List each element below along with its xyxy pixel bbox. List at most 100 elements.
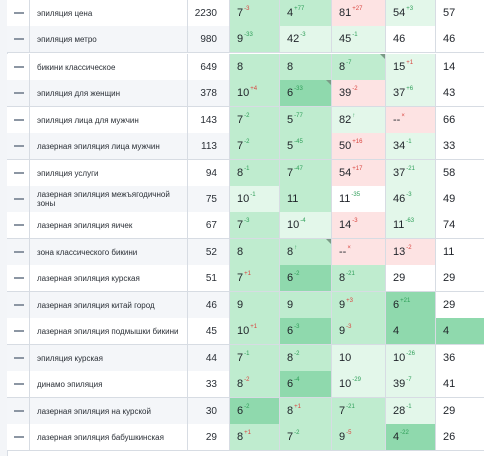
- position-cell[interactable]: 8 ↑: [280, 239, 332, 265]
- position-cell[interactable]: 9: [280, 292, 332, 318]
- remove-keyword-icon[interactable]: [14, 224, 24, 226]
- position-cell[interactable]: 11 -35: [332, 186, 386, 212]
- position-cell[interactable]: 33: [436, 133, 484, 159]
- position-cell[interactable]: 37 +6: [386, 80, 436, 106]
- position-cell[interactable]: 39 -7: [386, 371, 436, 397]
- remove-keyword-icon[interactable]: [14, 145, 24, 147]
- position-cell[interactable]: 6 -3: [280, 318, 332, 344]
- position-cell[interactable]: -- ×: [386, 107, 436, 133]
- remove-keyword-icon[interactable]: [14, 277, 24, 279]
- remove-keyword-icon[interactable]: [14, 119, 24, 121]
- position-cell[interactable]: 5 -45: [280, 133, 332, 159]
- position-cell[interactable]: 37 -21: [386, 160, 436, 186]
- position-cell[interactable]: 49: [436, 186, 484, 212]
- position-cell[interactable]: 15 +1: [386, 54, 436, 80]
- position-cell[interactable]: 10 -26: [386, 345, 436, 371]
- position-cell[interactable]: 28 -1: [386, 398, 436, 424]
- position-cell[interactable]: 6 -2: [280, 265, 332, 291]
- position-cell[interactable]: 4 -22: [386, 424, 436, 450]
- remove-keyword-icon[interactable]: [14, 357, 24, 359]
- remove-keyword-icon[interactable]: [14, 92, 24, 94]
- position-cell[interactable]: 7 -2: [230, 107, 280, 133]
- remove-keyword-icon[interactable]: [14, 330, 24, 332]
- table-row[interactable]: эпиляция услуги 94 8 -1 7 -47 54 +17 37 -21 58: [7, 160, 484, 187]
- position-cell[interactable]: 57: [436, 0, 484, 26]
- position-cell[interactable]: 45 -1: [332, 26, 386, 52]
- remove-keyword-icon[interactable]: [14, 436, 24, 438]
- position-cell[interactable]: 11 -63: [386, 212, 436, 238]
- position-cell[interactable]: -- ×: [332, 239, 386, 265]
- position-cell[interactable]: 9 -33: [230, 26, 280, 52]
- table-row[interactable]: лазерная эпиляция китай город 46 9 9 9 +3 6 +21…: [7, 292, 484, 319]
- position-cell[interactable]: 7 -47: [280, 160, 332, 186]
- position-cell[interactable]: 14: [436, 54, 484, 80]
- position-cell[interactable]: 7 -21: [332, 398, 386, 424]
- position-cell[interactable]: 7 -3: [230, 212, 280, 238]
- table-row[interactable]: эпиляция цена 2230 7 -3 4 +77 81 +27 54 +3 57: [7, 0, 484, 27]
- position-cell[interactable]: 8 -1: [230, 160, 280, 186]
- position-cell[interactable]: 7 -3: [230, 0, 280, 26]
- position-cell[interactable]: 36: [436, 345, 484, 371]
- table-row[interactable]: лазерная эпиляция подмышки бикини 45 10 +1 6…: [7, 318, 484, 345]
- table-row[interactable]: эпиляция для женщин 378 10 +4 6 -33 39 -2 37 +6 43: [7, 80, 484, 107]
- table-row[interactable]: эпиляция метро 980 9 -33 42 -3 45 -1 46 46: [7, 26, 484, 53]
- remove-keyword-icon[interactable]: [14, 172, 24, 174]
- position-cell[interactable]: 7 -1: [230, 345, 280, 371]
- position-cell[interactable]: 5 -77: [280, 107, 332, 133]
- position-cell[interactable]: 41: [436, 371, 484, 397]
- position-cell[interactable]: 10 +4: [230, 80, 280, 106]
- table-row[interactable]: эпиляция лица для мужчин 143 7 -2 5 -77 82 ↑ -- ×…: [7, 107, 484, 134]
- remove-keyword-icon[interactable]: [14, 383, 24, 385]
- position-cell[interactable]: 29: [436, 265, 484, 291]
- position-cell[interactable]: 43: [436, 80, 484, 106]
- position-cell[interactable]: 29: [386, 265, 436, 291]
- position-cell[interactable]: 8 +1: [230, 424, 280, 450]
- position-cell[interactable]: 9 -5: [332, 424, 386, 450]
- position-cell[interactable]: 9 -3: [332, 318, 386, 344]
- position-cell[interactable]: 39 -2: [332, 80, 386, 106]
- position-cell[interactable]: 8: [280, 54, 332, 80]
- position-cell[interactable]: 74: [436, 212, 484, 238]
- position-cell[interactable]: 81 +27: [332, 0, 386, 26]
- table-row[interactable]: лазерная эпиляция яичек 67 7 -3 10 -4 14 -3 11 -6…: [7, 212, 484, 239]
- position-cell[interactable]: 26: [436, 424, 484, 450]
- position-cell[interactable]: 7 -2: [280, 424, 332, 450]
- position-cell[interactable]: 29: [436, 292, 484, 318]
- position-cell[interactable]: 13 -2: [386, 239, 436, 265]
- position-cell[interactable]: 4 +77: [280, 0, 332, 26]
- table-row[interactable]: динамо эпиляция 33 8 -2 6 -4 10 -29 39 -7 41: [7, 371, 484, 398]
- position-cell[interactable]: 8 -7: [332, 54, 386, 80]
- position-cell[interactable]: 7 +1: [230, 265, 280, 291]
- position-cell[interactable]: 4: [386, 318, 436, 344]
- position-cell[interactable]: 10 -29: [332, 371, 386, 397]
- position-cell[interactable]: 34 -1: [386, 133, 436, 159]
- position-cell[interactable]: 11: [280, 186, 332, 212]
- table-row[interactable]: лазерная эпиляция бабушкинская 29 8 +1 7 -2 9-…: [7, 424, 484, 451]
- position-cell[interactable]: 29: [436, 398, 484, 424]
- remove-keyword-icon[interactable]: [14, 198, 24, 200]
- remove-keyword-icon[interactable]: [14, 12, 24, 14]
- position-cell[interactable]: 8 -2: [280, 345, 332, 371]
- position-cell[interactable]: 8 -21: [332, 265, 386, 291]
- position-cell[interactable]: 6 -33: [280, 80, 332, 106]
- position-cell[interactable]: 46 -3: [386, 186, 436, 212]
- table-row[interactable]: зона классического бикини 52 8 8 ↑ -- × 13 -2 11: [7, 239, 484, 266]
- position-cell[interactable]: 46: [386, 26, 436, 52]
- position-cell[interactable]: 8 +1: [280, 398, 332, 424]
- position-cell[interactable]: 54 +17: [332, 160, 386, 186]
- remove-keyword-icon[interactable]: [14, 66, 24, 68]
- position-cell[interactable]: 11: [436, 239, 484, 265]
- position-cell[interactable]: 42 -3: [280, 26, 332, 52]
- table-row[interactable]: лазерная эпиляция курская 51 7 +1 6 -2 8 -21 29 2…: [7, 265, 484, 292]
- position-cell[interactable]: 10: [332, 345, 386, 371]
- remove-keyword-icon[interactable]: [14, 410, 24, 412]
- position-cell[interactable]: 9: [230, 292, 280, 318]
- position-cell[interactable]: 7 -2: [230, 133, 280, 159]
- position-cell[interactable]: 6 -4: [280, 371, 332, 397]
- position-cell[interactable]: 10 -1: [230, 186, 280, 212]
- position-cell[interactable]: 46: [436, 26, 484, 52]
- position-cell[interactable]: 8 -2: [230, 371, 280, 397]
- table-row[interactable]: эпиляция курская 44 7 -1 8 -2 10 10 -26 36: [7, 345, 484, 372]
- remove-keyword-icon[interactable]: [14, 304, 24, 306]
- remove-keyword-icon[interactable]: [14, 38, 24, 40]
